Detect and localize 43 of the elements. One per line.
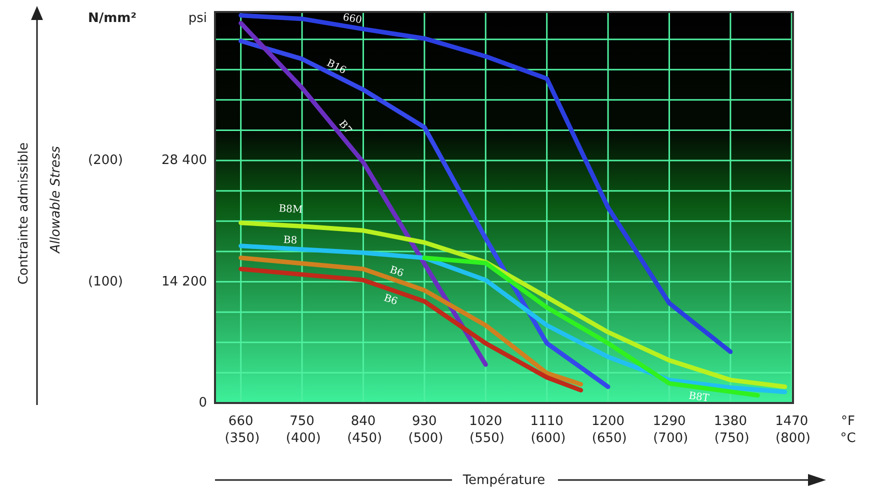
text: N/mm² [88, 11, 136, 26]
x2-tick-label: (500) [408, 431, 444, 446]
text: Allowable Stress [48, 146, 64, 254]
x-tick-label: 930 [412, 414, 437, 429]
x-tick-label: 1470 [775, 414, 808, 429]
x-tick-label: 1200 [591, 414, 625, 429]
x-tick-label: 660 [228, 414, 254, 429]
x2-tick-label: (700) [653, 431, 688, 446]
x-tick-label: 1290 [652, 414, 686, 429]
line-series [238, 220, 788, 390]
text: psi [188, 11, 207, 26]
text: B6 [382, 292, 399, 308]
y-tick-label: 28 400 [162, 153, 207, 168]
x2-tick-label: (550) [470, 431, 504, 446]
x-tick-label: 1110 [530, 414, 564, 429]
text: °F [841, 414, 855, 429]
y2-tick-label: (100) [88, 274, 123, 290]
line-series [238, 13, 733, 354]
x-tick-label: 1380 [714, 414, 747, 429]
series-label: B8M [278, 204, 303, 216]
x2-tick-label: (750) [714, 431, 750, 446]
text: Contrainte admissible [16, 142, 32, 285]
text: °C [840, 431, 856, 446]
x-tick-label: 1020 [469, 414, 502, 429]
text: 660 [342, 12, 363, 26]
y-tick-label: 14 200 [162, 274, 207, 290]
x2-tick-label: (600) [530, 431, 566, 446]
text: B7 [336, 118, 354, 136]
y2-tick-label: (200) [88, 153, 123, 168]
x-tick-label: 840 [350, 414, 376, 429]
x2-tick-label: (400) [286, 431, 321, 446]
y-tick-label: 0 [198, 396, 207, 411]
x-tick-label: 750 [290, 414, 314, 429]
x2-tick-label: (450) [347, 431, 382, 446]
text: B8T [688, 390, 710, 404]
x2-tick-label: (800) [776, 431, 810, 446]
text: B6 [388, 264, 405, 280]
x2-tick-label: (350) [224, 431, 260, 446]
line-series [238, 38, 610, 390]
x-axis-title: Température [462, 473, 546, 488]
text: B16 [324, 58, 348, 77]
series-label: B8 [283, 234, 298, 247]
x2-tick-label: (650) [592, 431, 627, 446]
